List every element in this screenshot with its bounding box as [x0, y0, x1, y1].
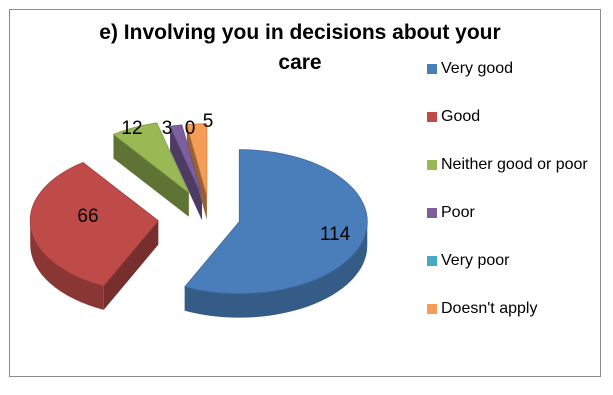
legend-label: Poor — [441, 204, 475, 221]
data-label-neither-good-or-poor: 12 — [121, 118, 142, 139]
legend-swatch — [427, 304, 437, 314]
data-label-very-poor: 0 — [185, 118, 196, 139]
pie-slice-good — [29, 162, 159, 287]
data-label-doesn-t-apply: 5 — [203, 111, 214, 132]
pie-slice-neither-good-or-poor — [112, 122, 190, 193]
chart-title: e) Involving you in decisions about your… — [99, 21, 501, 74]
pie-slice-poor — [169, 124, 203, 197]
legend-label: Very poor — [441, 252, 510, 269]
legend-swatch — [427, 112, 437, 122]
legend-swatch — [427, 160, 437, 170]
legend-swatch — [427, 208, 437, 218]
slice-cut-face-3-0 — [170, 126, 202, 221]
legend-label: Very good — [441, 60, 514, 77]
pie-slice-doesn-t-apply — [186, 123, 208, 196]
data-label-good: 66 — [77, 206, 98, 227]
data-label-very-good: 114 — [320, 224, 351, 245]
legend-label: Neither good or poor — [441, 156, 588, 173]
pie-slices — [29, 122, 368, 295]
slice-cut-face-2-0 — [113, 134, 189, 217]
pie-slice-very-good — [184, 149, 368, 295]
legend-label: Good — [441, 108, 481, 125]
legend-swatch — [427, 256, 437, 266]
legend-swatch — [427, 64, 437, 74]
slice-cut-face-1-0 — [103, 220, 159, 310]
data-label-poor: 3 — [162, 118, 173, 139]
slice-outer-wall-1 — [30, 220, 104, 310]
legend-label: Doesn't apply — [441, 300, 538, 317]
